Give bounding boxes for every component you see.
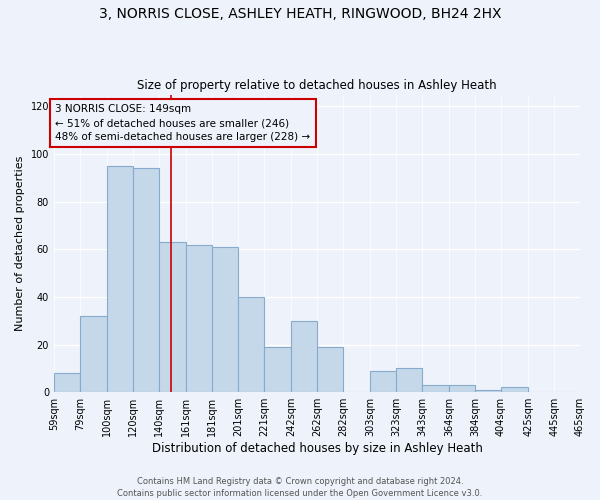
Bar: [475, 390, 501, 392]
Title: Size of property relative to detached houses in Ashley Heath: Size of property relative to detached ho…: [137, 79, 497, 92]
Bar: [422, 385, 449, 392]
Bar: [317, 347, 343, 392]
Bar: [133, 168, 159, 392]
Text: Contains HM Land Registry data © Crown copyright and database right 2024.
Contai: Contains HM Land Registry data © Crown c…: [118, 476, 482, 498]
Bar: [264, 347, 291, 392]
Bar: [159, 242, 186, 392]
Bar: [238, 297, 264, 392]
Bar: [212, 247, 238, 392]
Bar: [291, 321, 317, 392]
Bar: [107, 166, 133, 392]
Bar: [54, 373, 80, 392]
Bar: [501, 388, 528, 392]
Y-axis label: Number of detached properties: Number of detached properties: [15, 156, 25, 331]
Text: 3 NORRIS CLOSE: 149sqm
← 51% of detached houses are smaller (246)
48% of semi-de: 3 NORRIS CLOSE: 149sqm ← 51% of detached…: [55, 104, 310, 142]
Bar: [449, 385, 475, 392]
Bar: [396, 368, 422, 392]
Bar: [80, 316, 107, 392]
X-axis label: Distribution of detached houses by size in Ashley Heath: Distribution of detached houses by size …: [152, 442, 482, 455]
Bar: [370, 371, 396, 392]
Text: 3, NORRIS CLOSE, ASHLEY HEATH, RINGWOOD, BH24 2HX: 3, NORRIS CLOSE, ASHLEY HEATH, RINGWOOD,…: [99, 8, 501, 22]
Bar: [186, 244, 212, 392]
